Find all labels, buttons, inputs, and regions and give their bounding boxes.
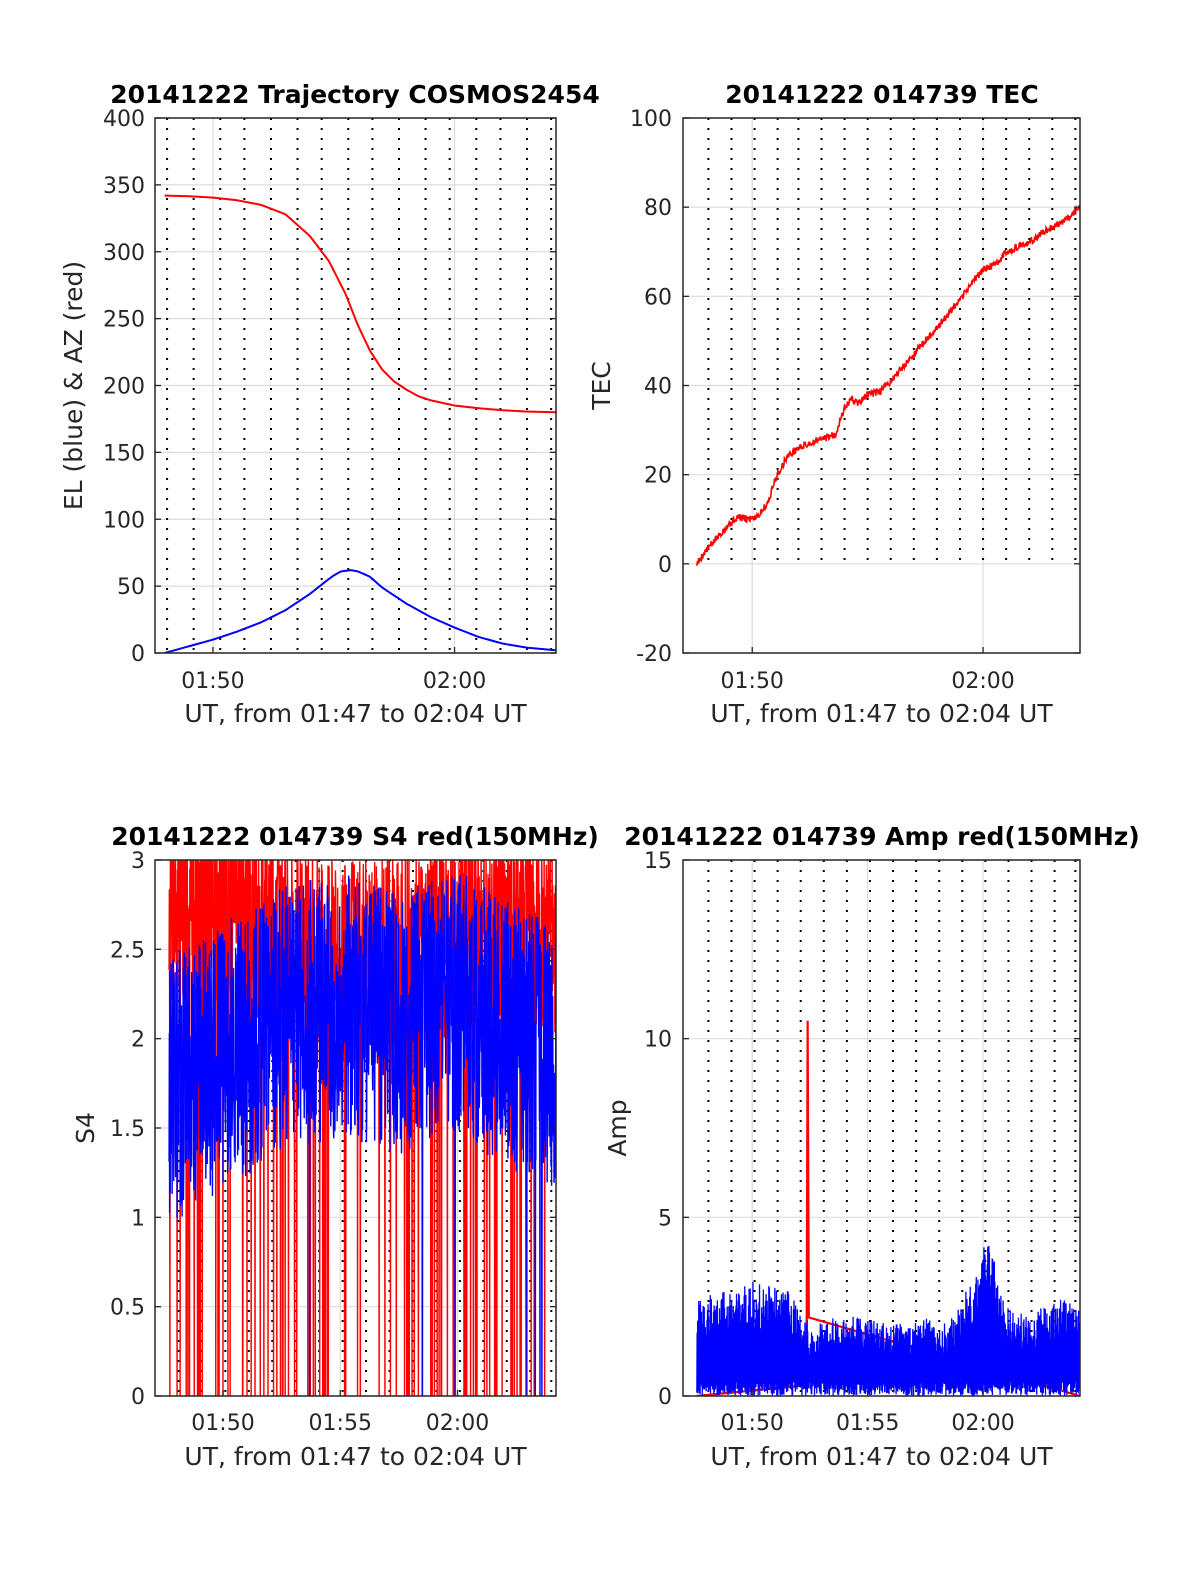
tec-xtick-label: 01:50 bbox=[721, 669, 784, 694]
trajectory-ytick-label: 100 bbox=[103, 508, 145, 533]
s4-ytick-label: 1.5 bbox=[110, 1117, 145, 1142]
s4-blue-line bbox=[168, 875, 556, 1396]
amp-xlabel: UT, from 01:47 to 02:04 UT bbox=[710, 1442, 1053, 1471]
s4-ytick-label: 2 bbox=[131, 1028, 145, 1053]
tec-plot-area bbox=[696, 204, 1080, 566]
trajectory-ytick-label: 250 bbox=[103, 308, 145, 333]
trajectory-chart: 0 50 100 150 200 250 300 350 400 01:50 02:00 201412… bbox=[59, 80, 600, 728]
s4-ylabel: S4 bbox=[71, 1112, 100, 1144]
s4-xtick-label: 01:50 bbox=[191, 1411, 254, 1436]
tec-ytick-label: 100 bbox=[630, 107, 672, 132]
trajectory-ytick-label: 300 bbox=[103, 241, 145, 266]
tec-ytick-label: 40 bbox=[644, 375, 672, 400]
amp-xtick-label: 01:55 bbox=[836, 1411, 899, 1436]
trajectory-ytick-label: 0 bbox=[131, 642, 145, 667]
tec-xtick-label: 02:00 bbox=[951, 669, 1014, 694]
tec-chart: -20 0 20 40 60 80 100 01:50 02:00 20141222 014739… bbox=[587, 80, 1081, 728]
tec-ytick-label: 60 bbox=[644, 285, 672, 310]
amp-blue-line bbox=[696, 1245, 1080, 1396]
amp-title: 20141222 014739 Amp red(150MHz) bbox=[624, 822, 1140, 851]
trajectory-ylabel: EL (blue) & AZ (red) bbox=[59, 261, 88, 510]
tec-ytick-label: 20 bbox=[644, 464, 672, 489]
trajectory-red-line bbox=[164, 194, 556, 414]
s4-ytick-label: 1 bbox=[131, 1206, 145, 1231]
s4-xtick-label: 01:55 bbox=[309, 1411, 372, 1436]
amp-ytick-label: 5 bbox=[658, 1206, 672, 1231]
s4-ytick-label: 0 bbox=[131, 1385, 145, 1410]
amp-chart: 0 5 10 15 01:50 01:55 02:00 20141222 014739 Amp… bbox=[603, 822, 1140, 1471]
tec-ytick-label: -20 bbox=[636, 642, 672, 667]
trajectory-xlabel: UT, from 01:47 to 02:04 UT bbox=[184, 699, 527, 728]
trajectory-ytick-label: 350 bbox=[103, 174, 145, 199]
trajectory-xtick-label: 02:00 bbox=[423, 669, 486, 694]
s4-xlabel: UT, from 01:47 to 02:04 UT bbox=[184, 1442, 527, 1471]
tec-ytick-label: 80 bbox=[644, 196, 672, 221]
s4-title: 20141222 014739 S4 red(150MHz) bbox=[111, 822, 599, 851]
amp-ylabel: Amp bbox=[603, 1099, 632, 1156]
amp-plot-area bbox=[696, 1020, 1080, 1396]
amp-axes-frame bbox=[682, 859, 1081, 1397]
amp-ytick-label: 10 bbox=[644, 1028, 672, 1053]
tec-ylabel: TEC bbox=[587, 361, 616, 411]
s4-ytick-label: 3 bbox=[131, 849, 145, 874]
s4-chart: 0 0.5 1 1.5 2 2.5 3 01:50 01:55 02:00 20141222 014… bbox=[71, 822, 599, 1471]
tec-title: 20141222 014739 TEC bbox=[725, 80, 1038, 109]
tec-xlabel: UT, from 01:47 to 02:04 UT bbox=[710, 699, 1053, 728]
trajectory-ytick-label: 400 bbox=[103, 107, 145, 132]
amp-xtick-label: 02:00 bbox=[951, 1411, 1014, 1436]
trajectory-ytick-label: 150 bbox=[103, 441, 145, 466]
trajectory-xtick-label: 01:50 bbox=[181, 669, 244, 694]
s4-ytick-label: 0.5 bbox=[110, 1296, 145, 1321]
tec-ytick-label: 0 bbox=[658, 553, 672, 578]
amp-xtick-label: 01:50 bbox=[721, 1411, 784, 1436]
s4-xtick-label: 02:00 bbox=[426, 1411, 489, 1436]
amp-ytick-label: 0 bbox=[658, 1385, 672, 1410]
tec-red-line bbox=[696, 204, 1080, 566]
s4-plot-area bbox=[168, 860, 556, 1396]
amp-ytick-label: 15 bbox=[644, 849, 672, 874]
trajectory-title: 20141222 Trajectory COSMOS2454 bbox=[110, 80, 600, 109]
trajectory-ytick-label: 200 bbox=[103, 375, 145, 400]
trajectory-plot-area bbox=[164, 194, 556, 653]
s4-ytick-label: 2.5 bbox=[110, 938, 145, 963]
trajectory-ytick-label: 50 bbox=[117, 575, 145, 600]
trajectory-blue-line bbox=[164, 569, 556, 653]
